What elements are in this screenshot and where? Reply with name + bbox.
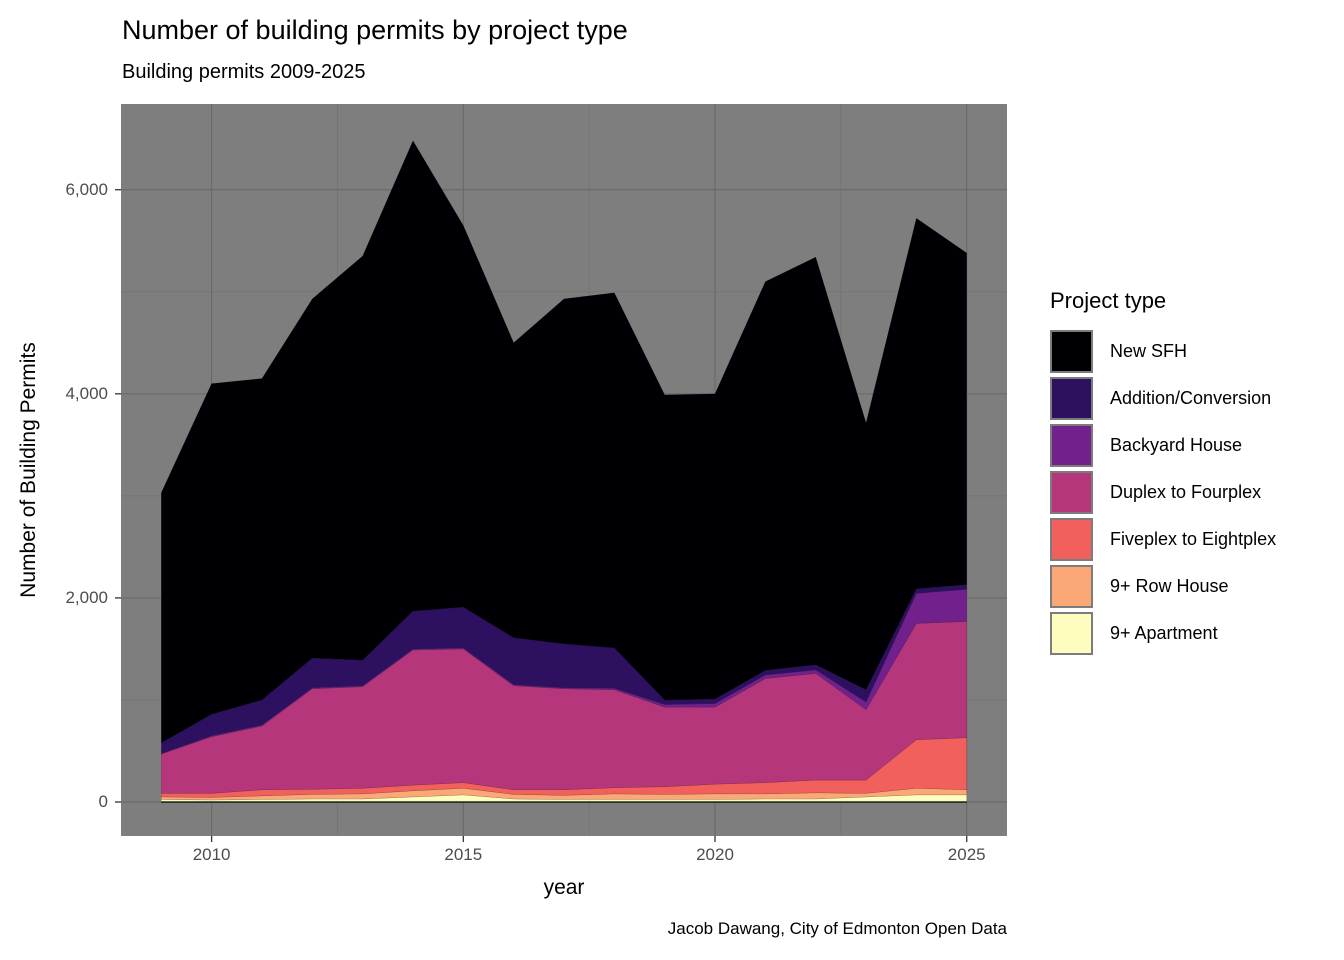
legend-swatch-icon (1050, 612, 1093, 655)
area-band-new-sfh (161, 140, 967, 744)
legend-item: 9+ Row House (1050, 565, 1276, 608)
legend-item-label: Duplex to Fourplex (1110, 482, 1262, 502)
legend-swatch-icon (1050, 565, 1093, 608)
legend-item: Addition/Conversion (1050, 377, 1276, 420)
legend-swatch-icon (1050, 424, 1093, 467)
legend-item: Fiveplex to Eightplex (1050, 518, 1276, 561)
y-tick-label: 4,000 (65, 383, 108, 403)
y-tick-label: 6,000 (65, 179, 108, 199)
legend-item-label: New SFH (1110, 341, 1188, 361)
legend-title: Project type (1050, 288, 1167, 313)
legend-item: 9+ Apartment (1050, 612, 1276, 655)
y-tick-label: 2,000 (65, 587, 108, 607)
legend-item: New SFH (1050, 330, 1276, 373)
y-tick-label: 0 (98, 792, 108, 812)
legend-items: New SFH Addition/Conversion Backyard House… (1050, 330, 1276, 655)
x-tick-label: 2025 (947, 845, 986, 864)
legend-item-label: Backyard House (1110, 435, 1243, 455)
legend-item: Backyard House (1050, 424, 1276, 467)
legend-item-label: 9+ Row House (1110, 576, 1229, 596)
x-axis-title: year (543, 876, 585, 899)
legend-swatch-icon (1050, 377, 1093, 420)
chart-title: Number of building permits by project ty… (122, 15, 628, 45)
legend-item-label: Addition/Conversion (1110, 388, 1272, 408)
legend-swatch-icon (1050, 471, 1093, 514)
legend-item: Duplex to Fourplex (1050, 471, 1276, 514)
x-tick-label: 2020 (696, 845, 734, 864)
y-axis-title: Number of Building Permits (17, 342, 40, 598)
chart-caption: Jacob Dawang, City of Edmonton Open Data (667, 919, 1007, 938)
legend-item-label: Fiveplex to Eightplex (1110, 529, 1277, 549)
legend-item-label: 9+ Apartment (1110, 623, 1218, 643)
legend-swatch-icon (1050, 330, 1093, 373)
x-tick-label: 2010 (192, 845, 231, 864)
legend: Project type New SFH Addition/Conversion B… (1050, 288, 1276, 659)
x-tick-label: 2015 (444, 845, 483, 864)
chart-subtitle: Building permits 2009-2025 (122, 61, 366, 83)
legend-swatch-icon (1050, 518, 1093, 561)
